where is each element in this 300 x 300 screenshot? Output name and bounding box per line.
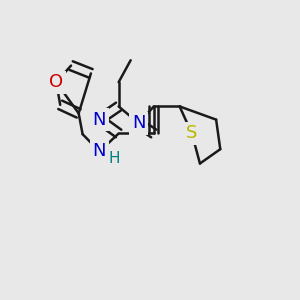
Text: N: N	[132, 114, 146, 132]
Text: N: N	[93, 111, 106, 129]
Text: N: N	[93, 142, 106, 160]
Text: O: O	[49, 73, 63, 91]
Text: H: H	[109, 152, 120, 166]
Text: S: S	[186, 124, 198, 142]
